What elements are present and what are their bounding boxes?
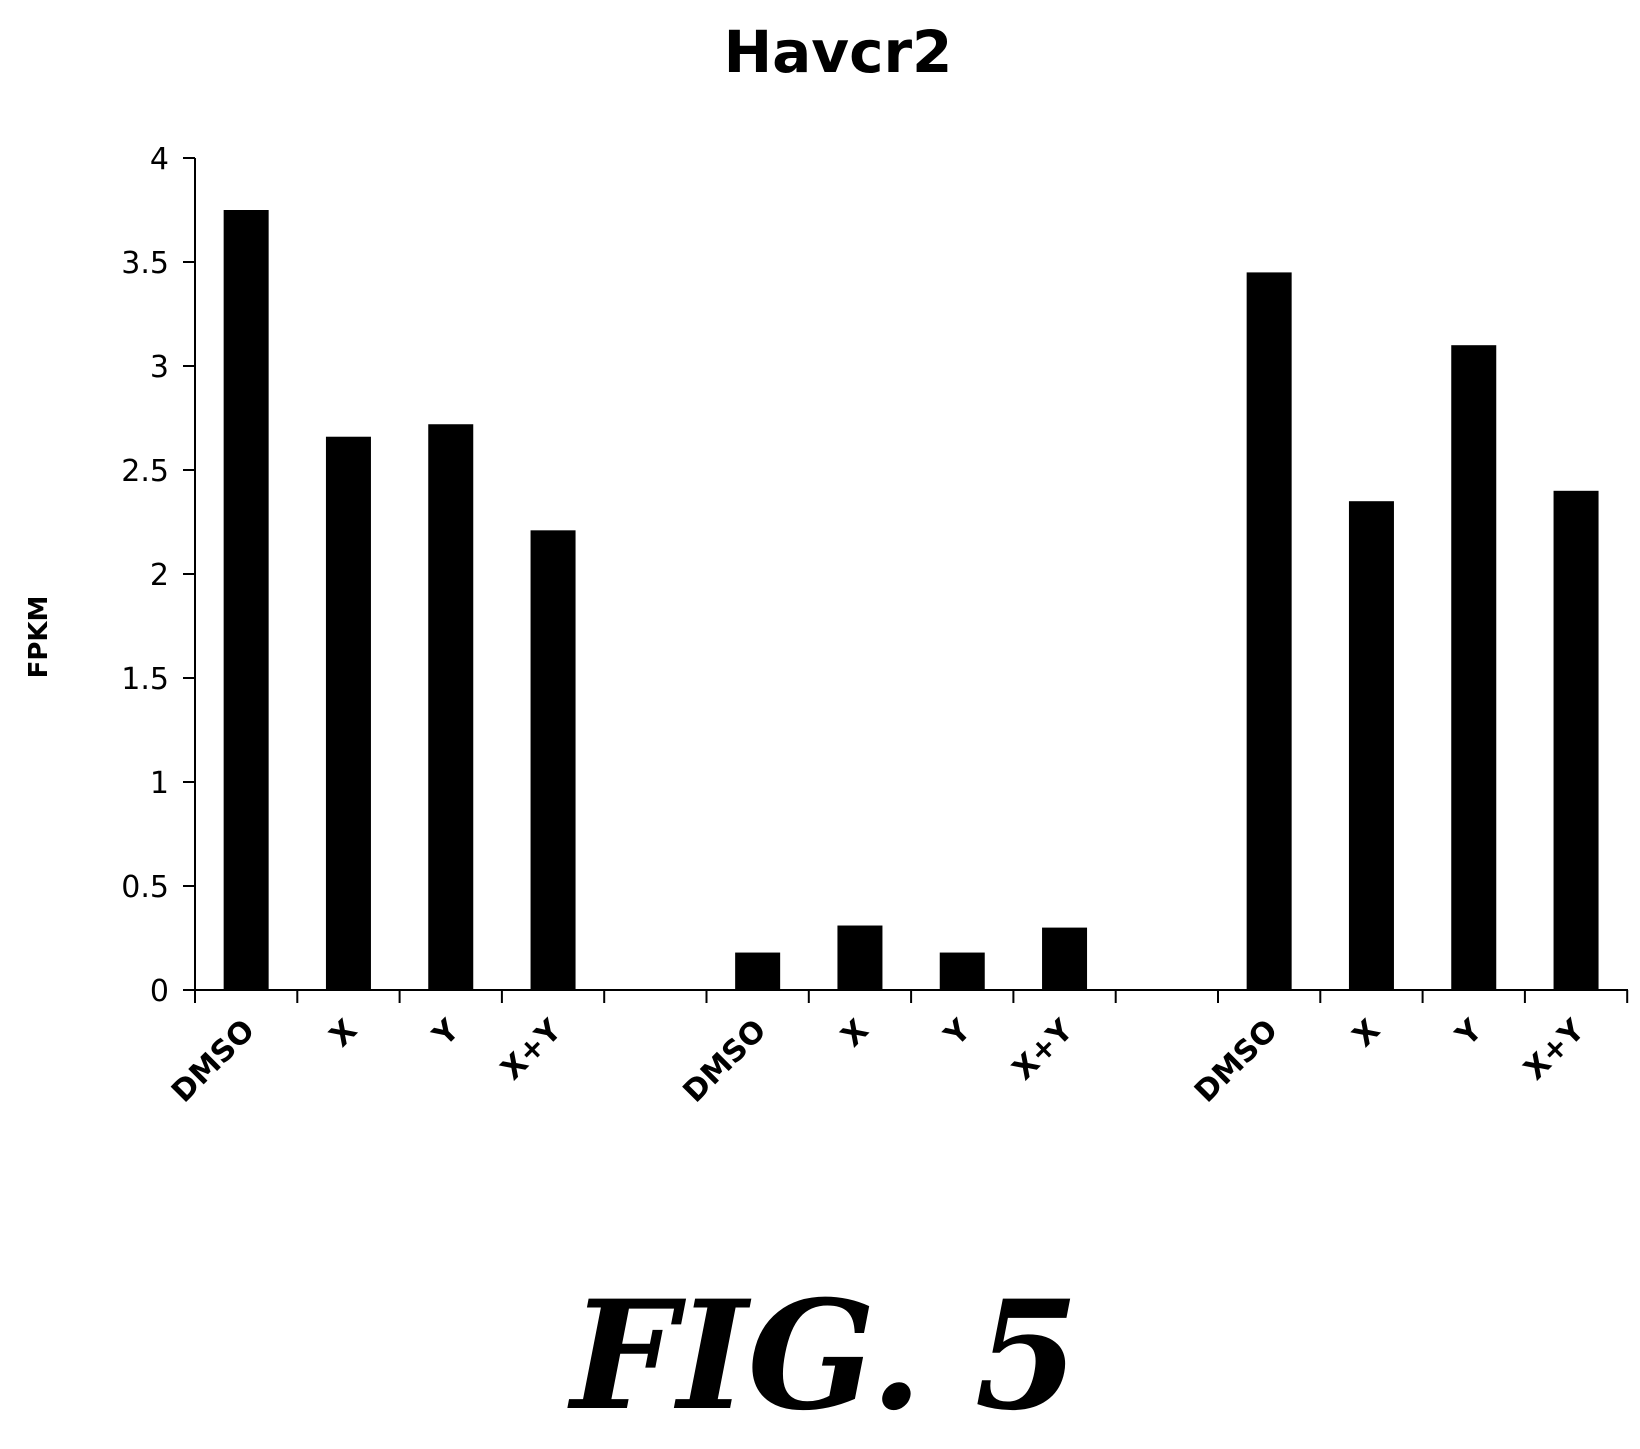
- chart-title: Havcr2: [724, 18, 953, 86]
- figure-caption: FIG. 5: [567, 1268, 1079, 1444]
- y-tick-label: 4: [150, 142, 169, 177]
- bar: [837, 925, 883, 990]
- x-tick-label: X: [1346, 1013, 1387, 1054]
- x-tick-label: X+Y: [1517, 1012, 1592, 1087]
- bar: [1042, 927, 1088, 990]
- bar: [735, 952, 781, 990]
- y-tick-label: 2.5: [121, 454, 169, 489]
- x-tick-label: Y: [426, 1012, 468, 1054]
- bar: [1553, 490, 1599, 990]
- bar: [428, 424, 474, 990]
- x-tick-label: X+Y: [494, 1012, 569, 1087]
- x-tick-label: X: [834, 1013, 875, 1054]
- bar: [1451, 345, 1497, 990]
- x-tick-label: DMSO: [677, 1013, 774, 1110]
- x-tick-label: DMSO: [165, 1013, 262, 1110]
- y-tick-label: 1.5: [121, 662, 169, 697]
- y-tick-label: 3.5: [121, 246, 169, 281]
- x-tick-label: X: [323, 1013, 364, 1054]
- bar: [325, 436, 371, 991]
- y-axis-label: FPKM: [24, 596, 54, 679]
- y-tick-label: 2: [150, 558, 169, 593]
- y-tick-label: 1: [150, 766, 169, 801]
- bar: [1246, 272, 1292, 990]
- bar: [530, 530, 576, 990]
- plot-area: 0 0.5 1 1.5 2 2.5 3 3.5 4 DMSO X Y X+Y DMSO X Y X+Y DMSO X…: [121, 142, 1629, 1110]
- y-tick-label: 3: [150, 350, 169, 385]
- x-tick-label: DMSO: [1188, 1013, 1285, 1110]
- x-tick-label: X+Y: [1006, 1012, 1081, 1087]
- bar: [1348, 501, 1394, 990]
- bar: [939, 952, 985, 990]
- y-tick-label: 0.5: [121, 870, 169, 905]
- x-tick-label: Y: [1449, 1012, 1491, 1054]
- y-tick-label: 0: [150, 974, 169, 1009]
- x-tick-label: Y: [937, 1012, 979, 1054]
- bar: [223, 210, 269, 990]
